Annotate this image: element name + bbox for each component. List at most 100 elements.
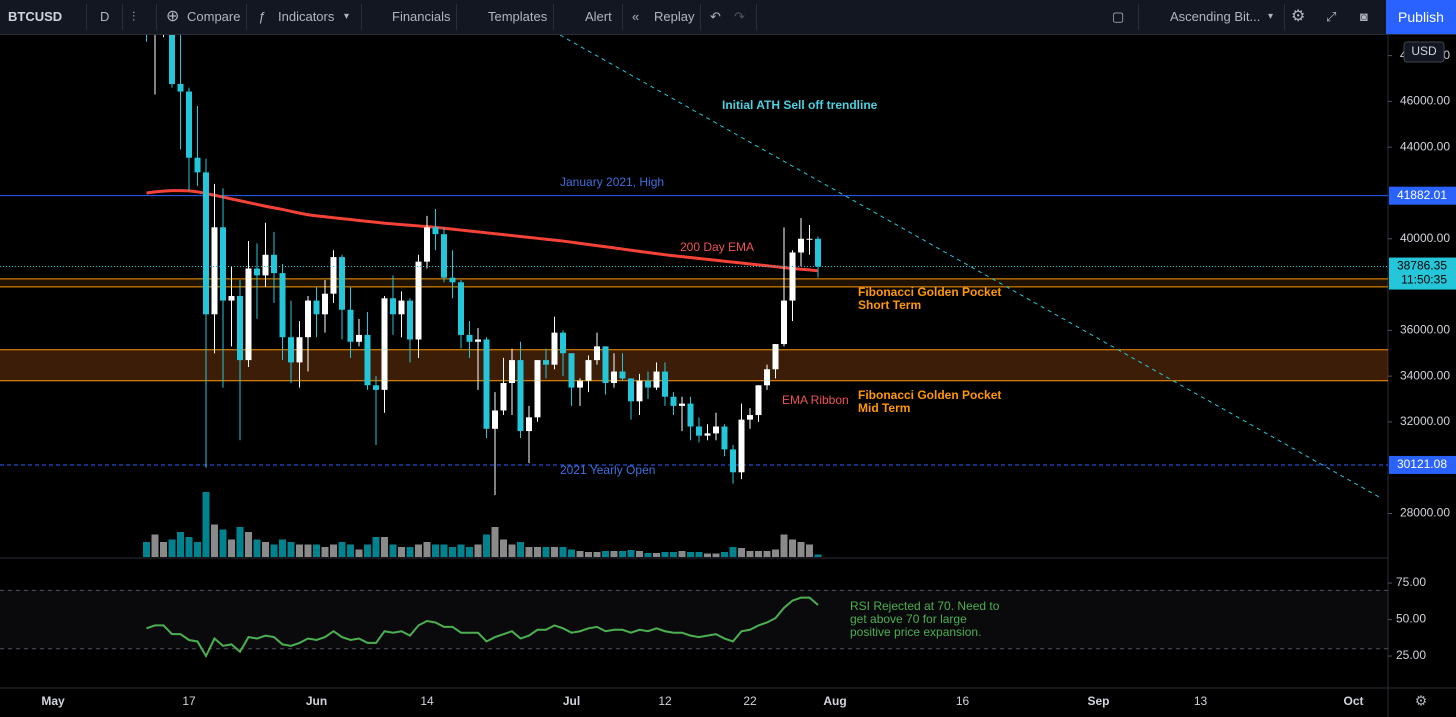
volume-bar [653, 553, 660, 557]
separator [246, 4, 247, 30]
volume-bar [279, 539, 286, 557]
financials[interactable]: Financials [392, 9, 451, 24]
dropdown[interactable]: ▾ [344, 11, 350, 22]
candle-body [441, 234, 447, 278]
layout-name[interactable]: Ascending Bit... [1170, 9, 1261, 24]
undo[interactable]: ↶ [710, 9, 721, 24]
candle-body [356, 334, 362, 342]
publish-button[interactable]: Publish [1386, 0, 1456, 34]
volume-bar [687, 552, 694, 557]
interval[interactable]: D [100, 9, 110, 24]
candle-body [704, 433, 711, 436]
fullscreen[interactable]: ⤢ [1326, 9, 1337, 24]
candle-body [543, 360, 549, 365]
indicators[interactable]: Indicators [278, 9, 335, 24]
volume-bar [806, 544, 813, 557]
candle-body [526, 417, 532, 432]
separator [756, 4, 757, 30]
compare-icon: ⊕ [166, 8, 180, 25]
volume-bar [355, 549, 363, 557]
volume-bar [712, 553, 720, 557]
x-tick-label: May [41, 694, 65, 708]
volume-bar [661, 552, 669, 557]
volume-bar [347, 544, 354, 557]
candle-body [628, 378, 634, 402]
chart-type-icon[interactable]: ⫶ [132, 9, 136, 24]
candle-body [781, 300, 787, 345]
price-tick-label: 46000.00 [1400, 94, 1450, 108]
separator [361, 4, 362, 30]
separator [86, 4, 87, 30]
compare[interactable]: Compare [187, 9, 241, 24]
price-axis [1388, 35, 1456, 717]
candle-body [313, 300, 320, 315]
currency[interactable]: USD [1411, 44, 1437, 58]
volume-bar [551, 547, 558, 557]
replay-icon: « [632, 9, 640, 24]
volume-bar [423, 542, 431, 557]
symbol[interactable]: BTCUSD [8, 9, 63, 24]
countdown: 11:50:35 [1401, 273, 1447, 287]
candle-body [551, 332, 558, 365]
volume-bar [517, 542, 524, 557]
trendline-label: Initial ATH Sell off trendline [722, 98, 878, 112]
candle-body [211, 227, 218, 315]
candle-body [228, 296, 235, 301]
currency-button[interactable] [1403, 41, 1445, 63]
volume-bar [457, 544, 465, 557]
volume-bar [721, 552, 728, 557]
alert[interactable]: Alert [585, 9, 612, 24]
ribbon-label: EMA Ribbon [782, 393, 849, 407]
candle-body [747, 415, 753, 420]
volume-bar [542, 547, 550, 557]
zone-label: Fibonacci Golden Pocket [858, 388, 1001, 402]
candle-body [585, 360, 592, 381]
candle-body [798, 238, 804, 253]
volume-bar [440, 544, 448, 557]
volume-bar [287, 542, 295, 557]
volume-bar [389, 544, 397, 557]
candle-body [381, 298, 388, 390]
volume-bar [236, 527, 244, 557]
candle-body [475, 339, 481, 342]
axis-settings[interactable]: ⚙ [1415, 693, 1428, 709]
separator [1138, 4, 1139, 30]
redo[interactable]: ↷ [734, 9, 745, 24]
settings[interactable]: ⚙ [1291, 8, 1306, 25]
dropdown[interactable]: ▾ [1268, 11, 1274, 22]
volume-bar [168, 539, 176, 557]
candle-body [373, 385, 379, 390]
candle-body [432, 227, 439, 235]
rsi-tick-label: 25.00 [1396, 648, 1426, 662]
templates[interactable]: Templates [488, 9, 548, 24]
price-tick-label: 34000.00 [1400, 368, 1450, 382]
candle-body [194, 157, 201, 173]
volume-bar [381, 537, 388, 557]
candle-body [721, 426, 728, 450]
layout-icon[interactable]: ▢ [1112, 9, 1125, 24]
snapshot[interactable]: ◙ [1360, 9, 1368, 24]
candle-body [339, 257, 345, 310]
separator [622, 4, 623, 30]
volume-bar [525, 547, 533, 557]
volume-bar [610, 551, 618, 557]
level-badge [1389, 455, 1456, 474]
x-tick-label: Aug [823, 694, 846, 708]
candle-body [696, 426, 702, 436]
separator [122, 4, 123, 30]
candle-body [169, 35, 175, 84]
x-tick-label: 13 [1194, 694, 1208, 708]
x-tick-label: 14 [420, 694, 434, 708]
rsi-note: RSI Rejected at 70. Need to [850, 599, 1000, 613]
candle-body [330, 257, 337, 294]
candle-body [713, 426, 719, 434]
level-badge-label: 41882.01 [1397, 188, 1447, 202]
toolbar: BTCUSD D ⫶ ⊕ Compare ƒ Indicators ▾ Fina… [0, 0, 1456, 35]
separator [156, 4, 157, 30]
price-tick-label: 28000.00 [1400, 506, 1450, 520]
candle-body [687, 403, 694, 427]
replay[interactable]: Replay [654, 9, 695, 24]
volume-bar [814, 554, 822, 557]
